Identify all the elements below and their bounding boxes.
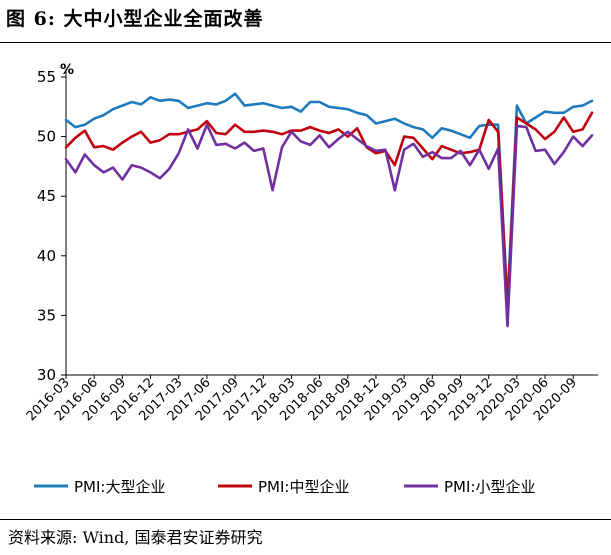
y-tick-label: 55 xyxy=(37,68,56,86)
source-note: 资料来源: Wind, 国泰君安证券研究 xyxy=(8,528,263,547)
legend-label-1: PMI:大型企业 xyxy=(74,478,165,496)
figure-title: 图 6: 大中小型企业全面改善 xyxy=(6,8,264,30)
series-lines xyxy=(64,92,594,328)
y-tick-label: 40 xyxy=(37,247,56,265)
y-tick-label: 50 xyxy=(37,128,56,146)
line-chart: 30 35 40 45 50 55 2016-032016-062016-092016-1… xyxy=(24,62,598,496)
legend-label-3: PMI:小型企业 xyxy=(444,478,535,496)
legend: PMI:大型企业 PMI:中型企业 PMI:小型企业 xyxy=(34,478,535,496)
unit-label: % xyxy=(60,62,74,78)
bottom-rule xyxy=(0,519,611,520)
top-rule xyxy=(0,42,611,43)
x-tick-labels: 2016-032016-062016-092016-122017-032017-… xyxy=(24,375,580,424)
y-tick-label: 45 xyxy=(37,187,56,205)
series-line-3 xyxy=(64,123,594,328)
legend-label-2: PMI:中型企业 xyxy=(258,478,349,496)
y-tick-label: 30 xyxy=(37,366,56,384)
y-tick-labels: 30 35 40 45 50 55 xyxy=(37,68,66,384)
y-tick-label: 35 xyxy=(37,306,56,324)
chart-axes xyxy=(65,69,598,376)
